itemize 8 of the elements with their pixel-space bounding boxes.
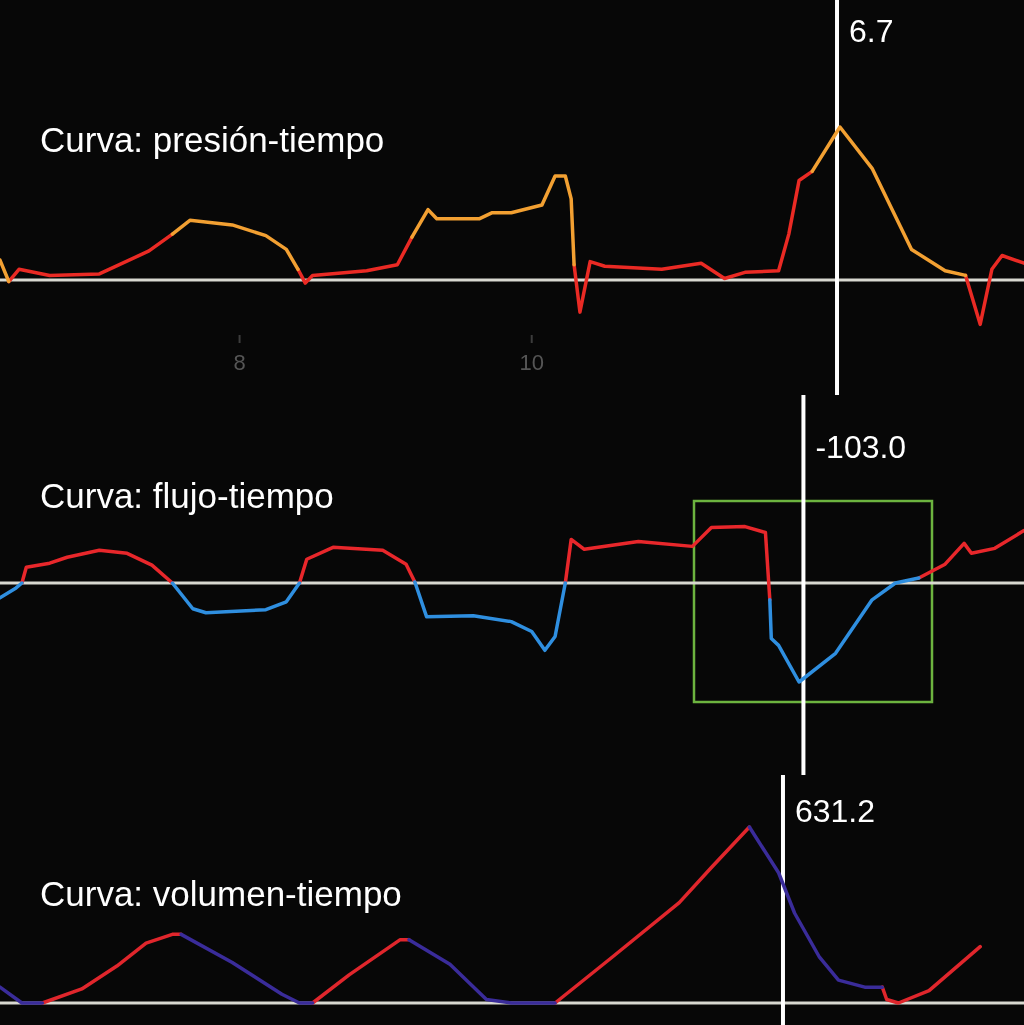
- chart-title: Curva: flujo-tiempo: [40, 476, 334, 515]
- text: Curva: volumen-tiempo: [40, 874, 402, 913]
- x-tick-label: 10: [519, 350, 544, 375]
- text: 6.7: [849, 13, 894, 49]
- x-tick-label: 8: [233, 350, 246, 375]
- text: -103.0: [815, 429, 907, 465]
- annotation: 631.2: [794, 793, 876, 829]
- chart-title: Curva: presión-tiempo: [40, 120, 385, 159]
